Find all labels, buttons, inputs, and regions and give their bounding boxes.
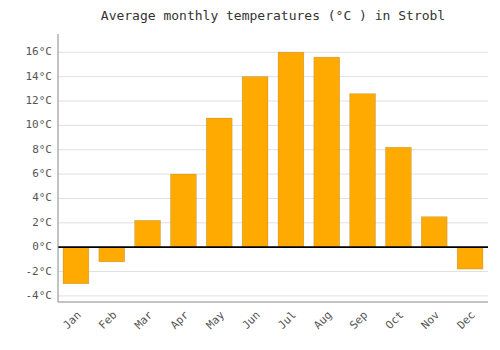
x-axis-line — [58, 302, 488, 303]
x-tick-label: Jan — [60, 309, 83, 332]
bar — [457, 247, 483, 269]
grid-line — [58, 125, 488, 126]
bar — [206, 118, 232, 247]
y-tick-label: -4°C — [26, 289, 53, 302]
y-tick-label: 0°C — [32, 240, 52, 253]
grid-line — [58, 198, 488, 199]
bars — [63, 52, 483, 283]
x-tick-label: Apr — [168, 308, 192, 332]
grid-line — [58, 174, 488, 175]
x-tick-label: Aug — [311, 309, 334, 332]
bar — [242, 77, 268, 248]
grid-line — [58, 101, 488, 102]
y-tick-label: 10°C — [26, 118, 53, 131]
y-axis-line — [58, 34, 59, 302]
bar — [135, 220, 161, 247]
y-tick-label: 12°C — [26, 94, 53, 107]
bar — [63, 247, 89, 284]
bar — [99, 247, 125, 262]
x-tick-label: Sep — [347, 309, 370, 332]
x-tick-label: Dec — [455, 309, 478, 332]
bar — [421, 217, 447, 247]
grid-line — [58, 271, 488, 272]
chart-svg: Average monthly temperatures (°C ) in St… — [0, 0, 500, 350]
y-tick-label: 4°C — [32, 191, 52, 204]
grid-line — [58, 149, 488, 150]
x-tick-label: Jul — [275, 309, 298, 332]
x-tick-label: Oct — [383, 309, 406, 332]
zero-line — [58, 246, 488, 248]
chart-title: Average monthly temperatures (°C ) in St… — [101, 8, 445, 23]
grid-line — [58, 247, 488, 248]
bar — [314, 57, 340, 247]
bar — [278, 52, 304, 247]
bar — [171, 174, 197, 247]
bar — [350, 94, 376, 247]
y-tick-label: 16°C — [26, 45, 53, 58]
x-tick-label: Jun — [240, 309, 263, 332]
x-tick-label: Feb — [96, 309, 119, 332]
grid-line — [58, 76, 488, 77]
bar — [386, 147, 412, 247]
y-tick-label: 6°C — [32, 167, 52, 180]
y-tick-label: 14°C — [26, 70, 53, 83]
x-tick-label: Nov — [419, 308, 443, 332]
chart-container: Average monthly temperatures (°C ) in St… — [0, 0, 500, 350]
y-tick-label: 8°C — [32, 143, 52, 156]
y-tick-label: 2°C — [32, 216, 52, 229]
grid-line — [58, 295, 488, 296]
x-tick-label: Mar — [132, 308, 156, 332]
grid-line — [58, 52, 488, 53]
y-grid — [58, 52, 488, 296]
y-tick-label: -2°C — [26, 265, 53, 278]
x-tick-label: May — [204, 308, 228, 332]
